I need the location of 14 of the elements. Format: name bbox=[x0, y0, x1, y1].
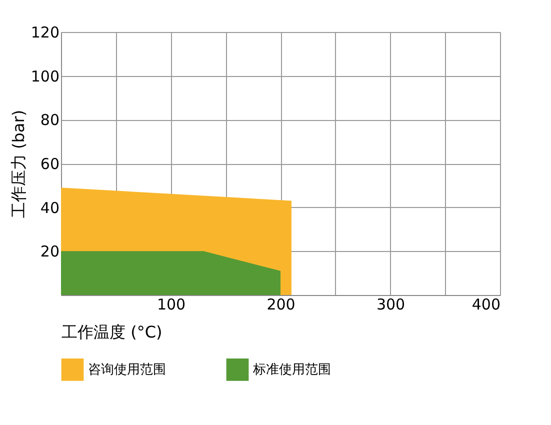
x-tick-label: 100 bbox=[156, 296, 186, 314]
y-axis-title: 工作压力 (bar) bbox=[8, 110, 28, 218]
y-tick-label: 100 bbox=[30, 67, 60, 86]
y-tick-label: 60 bbox=[40, 155, 60, 173]
y-tick-label: 40 bbox=[40, 198, 60, 217]
y-tick-label: 80 bbox=[40, 111, 60, 130]
legend-label: 咨询使用范围 bbox=[88, 362, 166, 378]
y-tick-label: 120 bbox=[30, 24, 60, 42]
x-tick-label: 200 bbox=[266, 296, 296, 314]
x-axis-title: 工作温度 (°C) bbox=[62, 322, 162, 342]
x-tick-label: 400 bbox=[472, 296, 500, 314]
y-tick-label: 20 bbox=[40, 242, 60, 261]
x-tick-label: 300 bbox=[376, 296, 406, 314]
legend-label: 标准使用范围 bbox=[252, 362, 331, 378]
